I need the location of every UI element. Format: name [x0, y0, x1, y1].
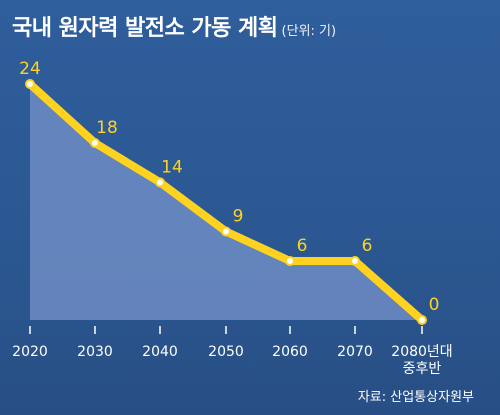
data-label: 0	[429, 295, 440, 315]
data-point	[285, 256, 295, 266]
data-point	[155, 177, 165, 188]
data-point	[221, 226, 231, 237]
source-note: 자료: 산업통상자원부	[357, 390, 474, 405]
x-tick-label: 2080년대 중후반	[391, 344, 452, 377]
data-point	[417, 315, 427, 325]
data-label: 14	[161, 157, 183, 177]
data-label: 9	[233, 207, 244, 227]
data-point	[350, 256, 360, 266]
x-tick-label: 2070	[337, 344, 373, 360]
chart-title: 국내 원자력 발전소 가동 계획	[12, 16, 278, 41]
chart-header: 국내 원자력 발전소 가동 계획 (단위: 기)	[12, 10, 336, 42]
data-label: 24	[19, 59, 41, 79]
x-tick-label: 2040	[142, 344, 178, 360]
data-point	[25, 79, 35, 89]
x-tick-label: 2050	[208, 344, 244, 360]
x-tick-label: 2020	[12, 344, 48, 360]
data-point	[90, 138, 100, 148]
area-fill	[30, 84, 422, 320]
unit-label: (단위: 기)	[281, 24, 337, 39]
data-label: 6	[362, 236, 373, 256]
x-tick-label: 2030	[77, 344, 113, 360]
data-label: 6	[297, 236, 308, 256]
data-label: 18	[96, 118, 118, 138]
x-tick-label: 2060	[272, 344, 308, 360]
